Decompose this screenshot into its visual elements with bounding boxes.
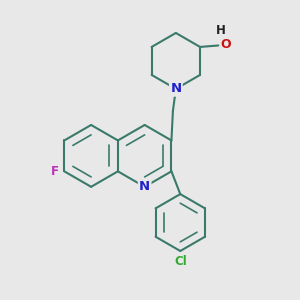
Text: H: H: [216, 24, 226, 37]
Text: O: O: [221, 38, 231, 51]
Text: N: N: [170, 82, 182, 95]
Text: Cl: Cl: [174, 254, 187, 268]
Text: F: F: [51, 165, 59, 178]
Text: N: N: [139, 180, 150, 193]
